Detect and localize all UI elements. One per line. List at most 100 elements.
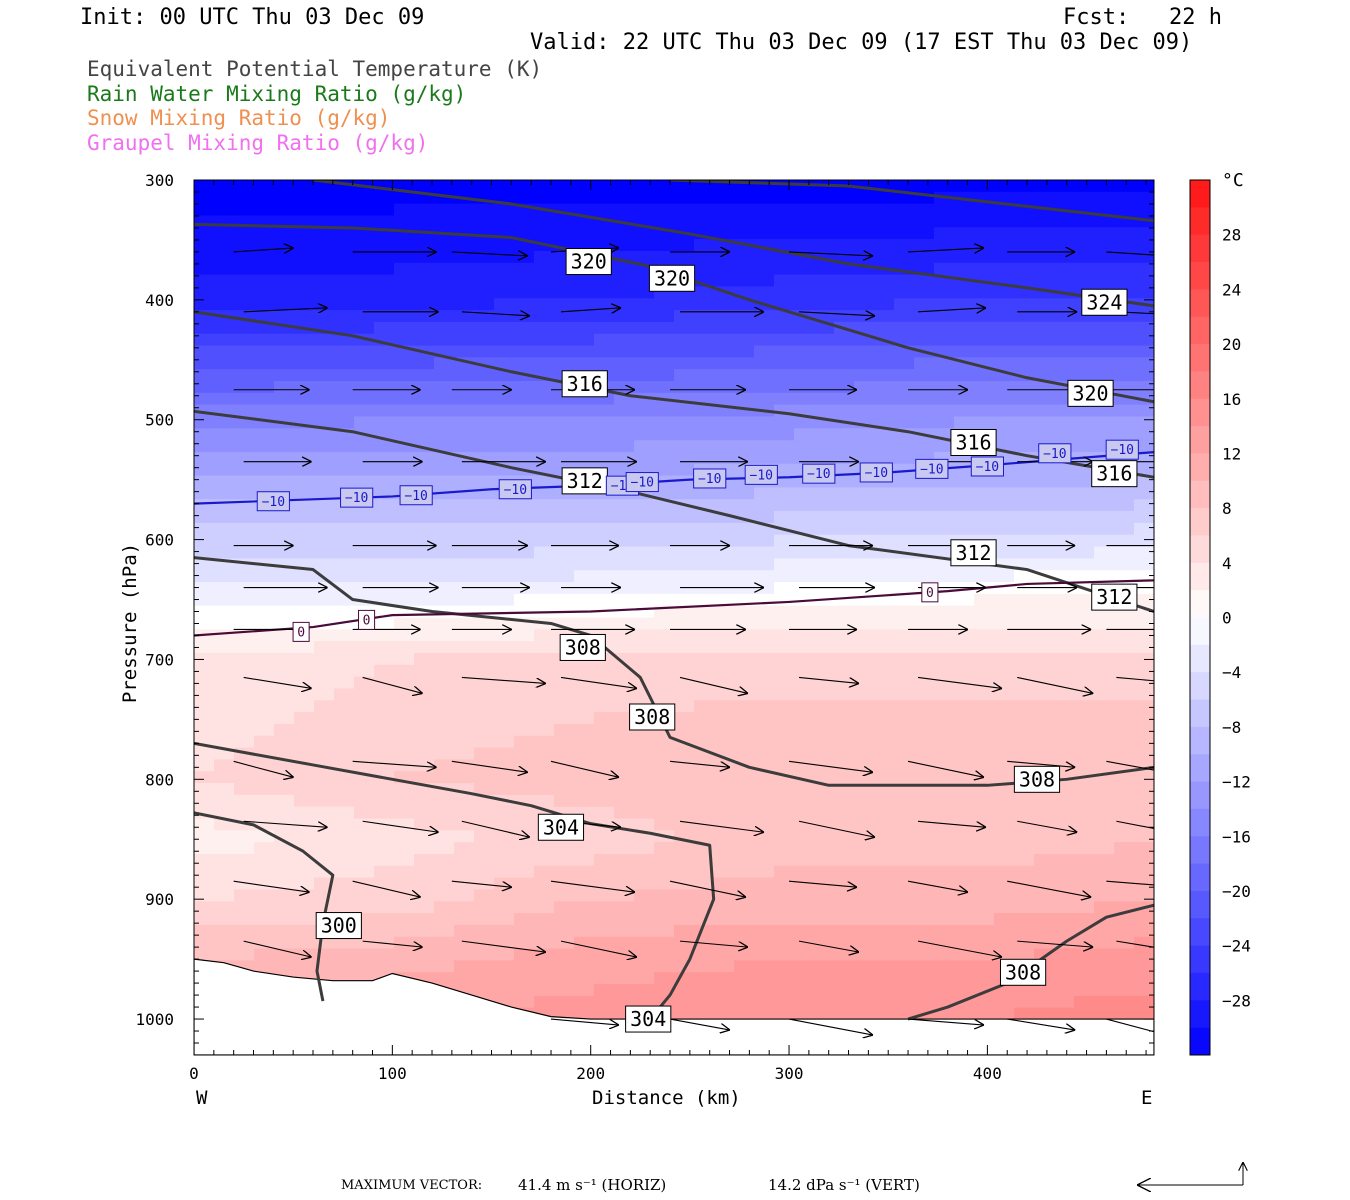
field-cell [974,250,995,264]
field-cell [594,310,615,323]
field-cell [554,948,575,962]
field-cell [374,262,395,276]
field-cell [654,853,675,867]
field-cell [734,357,755,370]
field-cell [594,203,615,217]
field-cell [594,712,615,725]
field-cell [554,310,575,323]
field-cell [214,853,235,867]
field-cell [934,381,955,394]
field-cell [894,664,915,678]
field-cell [414,428,435,441]
contour-label-box [859,462,893,483]
field-cell [1114,262,1135,276]
field-cell [434,617,455,630]
field-cell [414,842,435,855]
contour-label-box [559,633,606,661]
contour-label-box [950,539,997,567]
field-cell [1014,688,1035,701]
field-cell [934,227,955,240]
field-cell [1074,641,1095,654]
field-cell [194,842,215,855]
field-cell [554,321,575,335]
field-cell [374,629,395,642]
field-cell [274,298,295,311]
field-cell [514,889,535,902]
field-cell [854,924,875,938]
field-cell [1014,416,1035,429]
field-cell [874,345,895,358]
field-cell [214,877,235,891]
field-cell [634,250,655,264]
field-cell [254,345,275,358]
field-cell [274,936,295,950]
field-cell [794,794,815,808]
field-cell [254,298,275,311]
field-cell [774,546,795,559]
field-cell [774,511,795,524]
field-cell [834,1007,855,1021]
field-cell [554,688,575,701]
field-cell [734,629,755,642]
field-cell [434,404,455,418]
field-cell [274,676,295,690]
field-cell [194,321,215,335]
field-cell [294,830,315,843]
field-cell [434,262,455,276]
field-cell [254,700,275,713]
field-cell [214,889,235,902]
field-cell [734,534,755,548]
wind-vector [233,760,294,777]
field-cell [814,771,835,784]
field-cell [914,865,935,879]
contour-label: 304 [543,815,579,839]
field-cell [294,404,315,418]
field-cell [534,274,555,288]
contour-label-box [340,487,374,508]
field-cell [254,901,275,914]
field-cell [614,191,635,205]
field-cell [614,735,635,749]
field-cell [894,286,915,299]
field-cell [814,369,835,382]
field-cell [514,180,535,193]
field-cell [474,984,495,997]
field-cell [434,877,455,891]
field-cell [1014,818,1035,831]
field-cell [294,605,315,619]
field-cell [894,889,915,902]
contour-label-box [537,813,585,841]
field-cell [794,558,815,571]
field-cell [574,180,595,193]
field-cell [974,321,995,335]
field-cell [1134,806,1154,820]
field-cell [274,877,295,891]
field-cell [854,451,875,465]
field-cell [894,924,915,938]
field-cell [1114,688,1135,701]
field-cell [814,381,835,394]
field-cell [754,806,775,820]
field-cell [534,759,555,772]
field-cell [1134,794,1154,808]
field-cell [774,735,795,749]
field-cell [734,310,755,323]
field-cell [274,546,295,559]
field-cell [994,735,1015,749]
field-cell [634,227,655,240]
field-cell [394,250,415,264]
field-cell [234,428,255,441]
field-cell [874,357,895,370]
field-cell [874,487,895,500]
contour-label-box [315,912,362,940]
field-cell [954,180,975,193]
field-cell [1034,913,1055,926]
colorbar-swatch [1190,371,1210,400]
field-cell [1094,404,1115,418]
field-cell [454,333,475,347]
field-cell [674,913,695,926]
field-cell [434,582,455,595]
field-cell [1094,357,1115,370]
field-cell [394,428,415,441]
field-cell [314,664,335,678]
